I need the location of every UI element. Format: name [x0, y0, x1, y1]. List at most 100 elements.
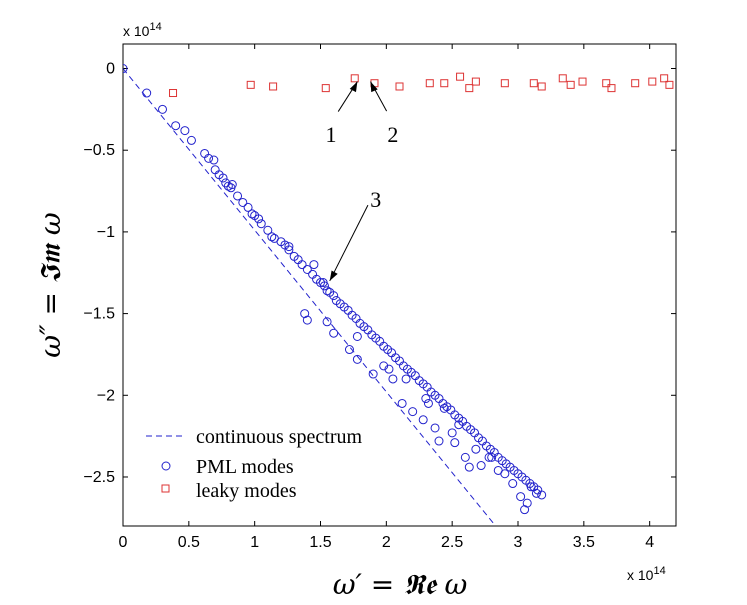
x-multiplier-base: x 10: [627, 567, 654, 583]
leaky-mode-point: [566, 80, 575, 89]
pml-mode-point: [487, 452, 497, 462]
y-multiplier: x 1014: [123, 21, 162, 39]
leaky-mode-point: [395, 82, 404, 91]
pml-mode-point: [352, 331, 362, 341]
pml-mode-point: [439, 403, 449, 413]
annotation-label: 2: [387, 122, 398, 147]
pml-mode-point: [284, 242, 294, 252]
pml-mode-point: [434, 436, 444, 446]
pml-mode-point: [284, 245, 294, 255]
x-tick-label: 3: [514, 534, 523, 551]
legend: continuous spectrum PML modes leaky mode…: [146, 426, 363, 502]
legend-swatch-leaky: [161, 484, 170, 493]
pml-mode-point: [158, 104, 167, 114]
x-multiplier: x 1014: [627, 565, 666, 583]
pml-mode-point: [384, 364, 394, 374]
pml-mode-point: [344, 345, 354, 355]
x-tick-label: 4: [645, 534, 654, 551]
pml-mode-point: [397, 398, 407, 408]
pml-mode-point: [186, 135, 196, 145]
pml-mode-point: [254, 214, 264, 224]
pml-mode-point: [302, 264, 312, 274]
x-tick-label: 2.5: [441, 534, 463, 551]
y-tick-label: −2: [97, 387, 115, 404]
pml-mode-point: [329, 328, 339, 338]
pml-mode-point: [209, 155, 219, 165]
pml-mode-point: [526, 482, 536, 492]
leaky-mode-point: [558, 74, 567, 83]
pml-mode-point: [322, 286, 332, 296]
y-tick-label: −1: [97, 224, 115, 241]
leaky-mode-point: [169, 89, 178, 98]
annotation-arrow-line: [329, 204, 369, 282]
y-tick-label: 0: [106, 61, 115, 78]
pml-mode-point: [300, 309, 310, 319]
pml-mode-point: [247, 209, 257, 219]
y-axis-label: ω″ = 𝕴𝖒 ω: [34, 212, 67, 358]
pml-mode-point: [238, 197, 248, 207]
annotation-label: 1: [326, 122, 337, 147]
data-series: [123, 64, 674, 526]
y-multiplier-base: x 10: [123, 23, 150, 39]
pml-mode-point: [227, 180, 237, 190]
leaky-mode-point: [246, 80, 255, 89]
pml-mode-point: [233, 191, 243, 201]
pml-mode-point: [243, 202, 253, 212]
legend-label-leaky: leaky modes: [196, 480, 297, 502]
pml-mode-point: [123, 64, 128, 74]
pml-mode-point: [476, 461, 486, 471]
leaky-mode-point: [660, 74, 669, 83]
pml-mode-point: [421, 394, 431, 404]
annotation-arrowhead: [329, 270, 338, 281]
pml-mode-point: [368, 369, 378, 379]
pml-mode-point: [447, 428, 457, 438]
pml-mode-point: [450, 438, 460, 448]
legend-swatch-pml: [161, 461, 171, 471]
pml-mode-point: [484, 452, 494, 462]
y-tick-label: −0.5: [83, 142, 115, 159]
pml-mode-point: [401, 374, 411, 384]
x-axis-label: ω′ = 𝕽𝖊 ω: [333, 568, 468, 601]
leaky-mode-point: [529, 79, 538, 88]
x-tick-label: 0.5: [178, 534, 200, 551]
pml-mode-point: [309, 260, 319, 270]
pml-mode-point: [418, 415, 428, 425]
pml-mode-point: [537, 490, 547, 500]
leaky-mode-point: [440, 79, 449, 88]
leaky-mode-point: [269, 82, 278, 91]
pml-mode-point: [500, 469, 510, 479]
continuous-spectrum-line: [123, 68, 497, 526]
leaky-mode-point: [465, 84, 474, 93]
pml-mode-point: [297, 260, 307, 270]
pml-mode-point: [460, 452, 470, 462]
leaky-mode-point: [500, 79, 509, 88]
leaky-mode-point: [578, 77, 587, 86]
leaky-mode-point: [321, 84, 330, 93]
pml-mode-point: [464, 462, 474, 472]
pml-mode-point: [454, 420, 464, 430]
annotation-label: 3: [370, 187, 381, 212]
leaky-mode-point: [537, 82, 546, 91]
pml-mode-point: [171, 121, 181, 131]
y-multiplier-exp: 14: [149, 21, 161, 33]
pml-mode-point: [142, 88, 152, 98]
y-tick-label: −1.5: [83, 306, 115, 323]
x-tick-label: 1: [250, 534, 259, 551]
pml-mode-point: [256, 219, 266, 229]
leaky-mode-point: [425, 79, 434, 88]
y-tick-label: −2.5: [83, 469, 115, 486]
leaky-mode-point: [665, 80, 674, 89]
legend-label-continuous: continuous spectrum: [196, 426, 363, 448]
leaky-mode-point: [350, 74, 359, 83]
pml-mode-point: [388, 374, 398, 384]
pml-mode-point: [522, 498, 532, 508]
axis-ticks: 0 0.5 1 1.5 2 2.5 3 3.5 4 0 −0.5 −1 −1.5 −2 −2.5: [83, 44, 676, 551]
x-tick-label: 1.5: [309, 534, 331, 551]
leaky-mode-point: [602, 79, 611, 88]
plot-area-frame: [122, 43, 677, 527]
pml-mode-point: [352, 354, 362, 364]
pml-mode-point: [180, 126, 190, 136]
pml-mode-point: [329, 291, 339, 301]
pml-mode-point: [531, 488, 541, 498]
